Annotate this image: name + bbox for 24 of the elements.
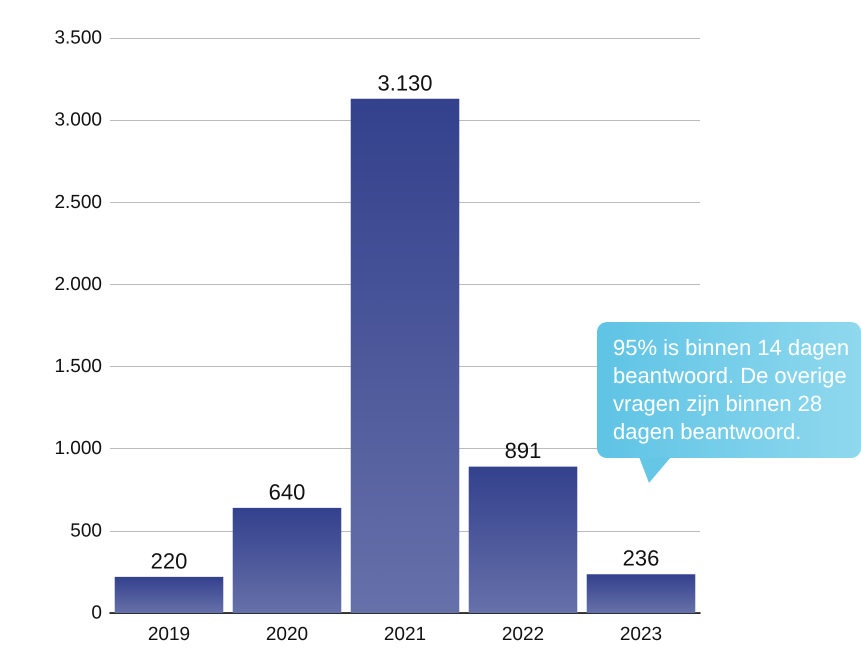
data-label: 891 [504,438,542,464]
bar [468,466,578,613]
x-tick-label: 2020 [266,624,308,645]
x-tick-label: 2022 [502,624,544,645]
bar [586,574,696,613]
data-label: 3.130 [377,70,433,96]
bar [232,508,342,613]
data-label: 236 [622,546,660,571]
bar [350,98,460,613]
y-tick-label: 3.000 [54,110,102,131]
y-tick-label: 1.500 [54,356,102,378]
data-label: 640 [268,479,306,504]
y-tick-label: 1.000 [54,438,102,460]
bar [114,576,224,613]
y-tick-label: 0 [91,602,102,624]
x-tick-label: 2023 [620,624,662,645]
x-tick-label: 2021 [384,624,426,645]
data-label: 220 [150,548,188,574]
y-tick-label: 500 [70,520,102,542]
y-tick-label: 3.500 [54,28,102,48]
y-tick-label: 2.000 [54,274,102,295]
x-tick-label: 2019 [148,624,190,645]
annotation: 95% is binnen 14 dagen beantwoord. De overige vragen zijn binnen 28 dagen beantwoord. [597,322,861,458]
y-tick-label: 2.500 [54,192,102,213]
